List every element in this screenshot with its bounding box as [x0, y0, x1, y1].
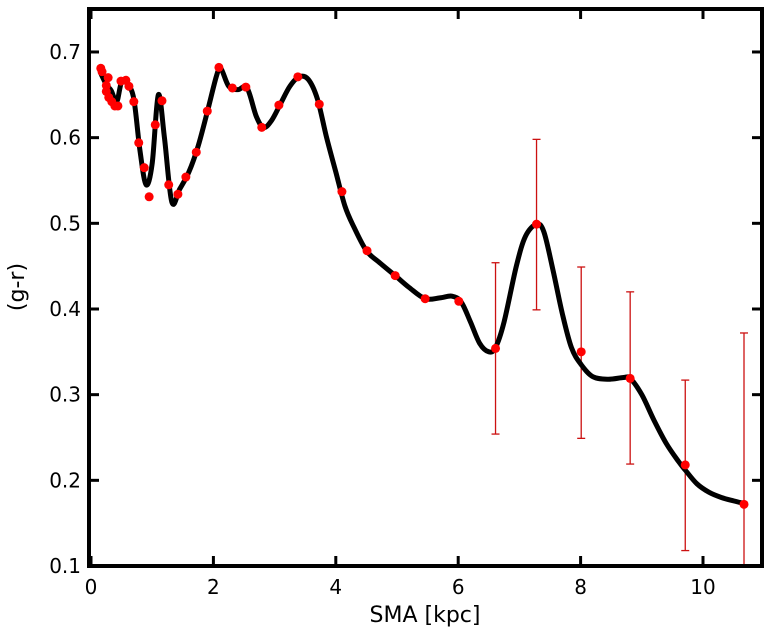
x-axis-label: SMA [kpc]: [370, 603, 481, 628]
data-point: [157, 96, 167, 106]
x-tick-label: 0: [85, 575, 98, 599]
data-point: [680, 460, 690, 470]
data-point: [362, 246, 372, 256]
data-point: [337, 187, 347, 197]
data-point: [214, 62, 224, 72]
data-point: [739, 499, 749, 509]
data-point: [314, 99, 324, 109]
y-tick-label: 0.3: [49, 383, 81, 407]
data-point: [113, 101, 123, 111]
data-point: [625, 373, 635, 383]
y-axis-ticks: 0.1 0.2 0.3 0.4 0.5 0.6 0.7: [49, 40, 762, 578]
data-point: [144, 192, 154, 202]
data-point: [454, 296, 464, 306]
y-tick-label: 0.6: [49, 126, 81, 150]
x-tick-label: 4: [329, 575, 342, 599]
x-tick-label: 6: [452, 575, 465, 599]
y-tick-label: 0.7: [49, 40, 81, 64]
y-tick-label: 0.2: [49, 468, 81, 492]
data-point: [491, 343, 501, 353]
y-tick-label: 0.1: [49, 554, 81, 578]
data-point: [532, 219, 542, 229]
data-point: [241, 82, 251, 92]
data-point: [576, 347, 586, 357]
data-point: [191, 147, 201, 157]
x-axis-ticks: 0 2 4 6 8 10: [85, 9, 716, 599]
error-bars: [491, 138, 749, 566]
x-tick-label: 8: [574, 575, 587, 599]
data-point: [103, 73, 113, 83]
curve-path: [98, 65, 747, 506]
data-point: [293, 72, 303, 82]
data-point: [124, 81, 134, 91]
y-tick-label: 0.4: [49, 297, 81, 321]
data-point: [173, 189, 183, 199]
data-point: [257, 122, 267, 132]
data-point: [139, 163, 149, 173]
plot-frame: [87, 7, 764, 568]
data-point: [227, 83, 237, 93]
data-points: [96, 62, 749, 509]
smoothed-curve: [98, 65, 747, 506]
y-tick-label: 0.5: [49, 211, 81, 235]
data-point: [164, 180, 174, 190]
data-point: [390, 271, 400, 281]
data-point: [97, 67, 107, 77]
data-point: [150, 120, 160, 130]
data-point: [134, 138, 144, 148]
x-tick-label: 10: [690, 575, 715, 599]
data-point: [202, 106, 212, 116]
x-tick-label: 2: [207, 575, 220, 599]
data-point: [420, 294, 430, 304]
data-point: [129, 97, 139, 107]
y-axis-label: (g-r): [5, 263, 30, 311]
data-point: [181, 172, 191, 182]
data-point: [274, 100, 284, 110]
